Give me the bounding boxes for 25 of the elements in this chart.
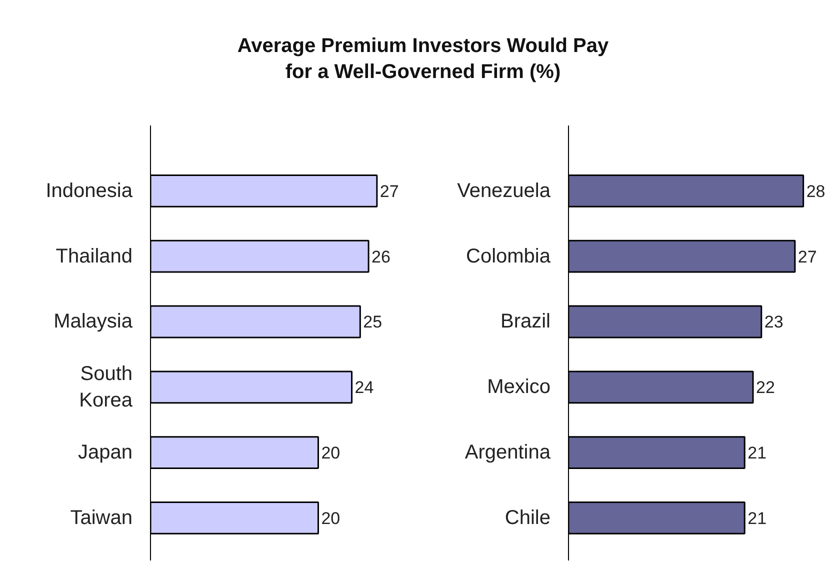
data-label: 22 [756, 378, 775, 398]
y-tick-label: Chile [504, 506, 550, 529]
y-tick-label: Mexico [487, 376, 551, 398]
y-tick-label: Taiwan [70, 506, 133, 529]
y-tick-label: Venezuela [457, 180, 552, 202]
data-label: 26 [372, 247, 390, 266]
data-label: 21 [748, 508, 767, 528]
y-tick-label: Thailand [56, 245, 132, 268]
y-tick-label: Indonesia [46, 180, 134, 202]
data-label: 20 [321, 444, 340, 463]
data-label: 23 [764, 312, 784, 332]
text: Average Premium Investors Would Pay for a Well-Governed Firm (%) [236, 34, 610, 85]
y-tick-label: Brazil [500, 310, 551, 333]
data-label: 20 [321, 508, 340, 528]
y-tick-label: Malaysia [54, 310, 134, 333]
y-tick-label: South Korea [79, 362, 134, 412]
data-label: 25 [363, 312, 382, 332]
y-tick-label: Japan [78, 442, 133, 464]
y-tick-label: Argentina [464, 442, 552, 464]
data-label: 24 [354, 378, 374, 398]
data-label: 28 [806, 182, 826, 201]
data-label: 21 [748, 444, 767, 463]
data-label: 27 [798, 247, 817, 266]
y-tick-label: Colombia [466, 245, 552, 268]
data-label: 27 [380, 182, 399, 201]
